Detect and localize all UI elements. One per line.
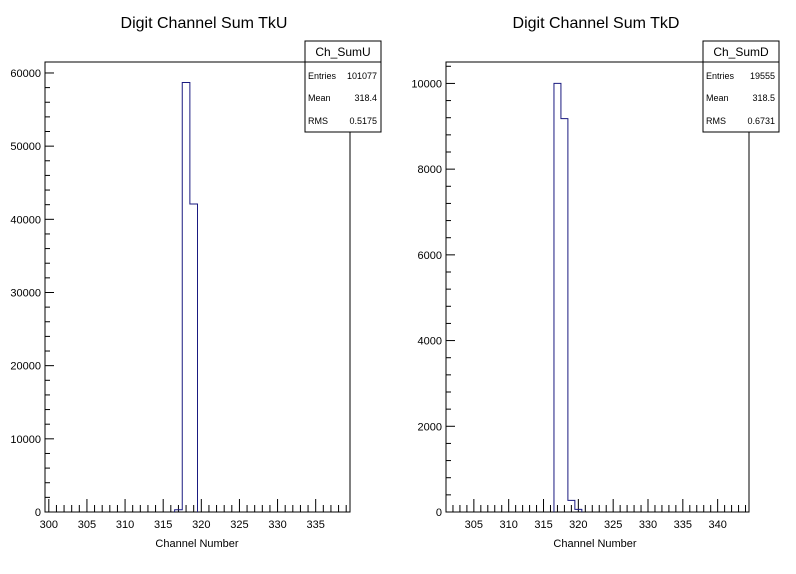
x-tick-label: 300 (40, 519, 58, 531)
stats-name: Ch_SumD (713, 45, 769, 59)
stats-mean-value: 318.4 (354, 93, 377, 103)
histogram-line (174, 81, 198, 512)
y-tick-label: 0 (436, 507, 442, 519)
x-tick-label: 305 (465, 519, 483, 531)
chart-title: Digit Channel Sum TkU (121, 15, 288, 32)
stats-mean-label: Mean (308, 93, 331, 103)
x-tick-label: 305 (78, 519, 96, 531)
x-tick-label: 320 (192, 519, 210, 531)
stats-mean-label: Mean (706, 93, 729, 103)
y-tick-label: 30000 (10, 287, 41, 299)
stats-name: Ch_SumU (315, 45, 370, 59)
x-tick-label: 310 (500, 519, 518, 531)
stats-entries-value: 19555 (750, 71, 775, 81)
x-tick-label: 315 (154, 519, 172, 531)
axis-ticks: 300 305 310 315 320 325 330 335 0 10000 20000 30000… (10, 68, 347, 531)
y-tick-label: 50000 (10, 141, 41, 153)
x-tick-label: 325 (230, 519, 248, 531)
y-tick-label: 40000 (10, 214, 41, 226)
stats-entries-label: Entries (308, 71, 337, 81)
y-tick-label: 20000 (10, 361, 41, 373)
y-tick-label: 0 (35, 507, 41, 519)
stats-rms-label: RMS (706, 116, 726, 126)
stats-box: Ch_SumU Entries 101077 Mean 318.4 RMS 0.… (304, 40, 382, 133)
stats-rms-label: RMS (308, 116, 328, 126)
stats-rms-value: 0.5175 (349, 116, 377, 126)
stats-entries-value: 101077 (347, 71, 377, 81)
chart-title: Digit Channel Sum TkD (513, 15, 680, 32)
stats-box: Ch_SumD Entries 19555 Mean 318.5 RMS 0.6… (702, 40, 780, 133)
y-tick-label: 10000 (411, 78, 442, 90)
stats-mean-value: 318.5 (752, 93, 775, 103)
x-axis-label: Channel Number (155, 538, 238, 550)
stats-entries-label: Entries (706, 71, 735, 81)
panel-left: Digit Channel Sum TkU 300 305 310 315 320 325… (10, 15, 382, 550)
y-tick-label: 60000 (10, 68, 41, 80)
x-axis-label: Channel Number (553, 538, 636, 550)
panel-right: Digit Channel Sum TkD 305 310 315 320 325 330… (411, 15, 780, 550)
y-tick-label: 6000 (418, 250, 442, 262)
x-tick-label: 320 (569, 519, 587, 531)
y-tick-label: 8000 (418, 164, 442, 176)
axis-ticks: 305 310 315 320 325 330 335 340 0 2000 4000 6000 800… (411, 65, 747, 531)
x-tick-label: 335 (307, 519, 325, 531)
plot-frame (445, 61, 750, 513)
x-tick-label: 330 (268, 519, 286, 531)
histogram-line (553, 82, 583, 512)
x-tick-label: 315 (534, 519, 552, 531)
x-tick-label: 310 (116, 519, 134, 531)
x-tick-label: 325 (604, 519, 622, 531)
y-tick-label: 2000 (418, 421, 442, 433)
stats-rms-value: 0.6731 (747, 116, 775, 126)
x-tick-label: 335 (674, 519, 692, 531)
y-tick-label: 4000 (418, 336, 442, 348)
y-tick-label: 10000 (10, 434, 41, 446)
x-tick-label: 330 (639, 519, 657, 531)
x-tick-label: 340 (708, 519, 726, 531)
